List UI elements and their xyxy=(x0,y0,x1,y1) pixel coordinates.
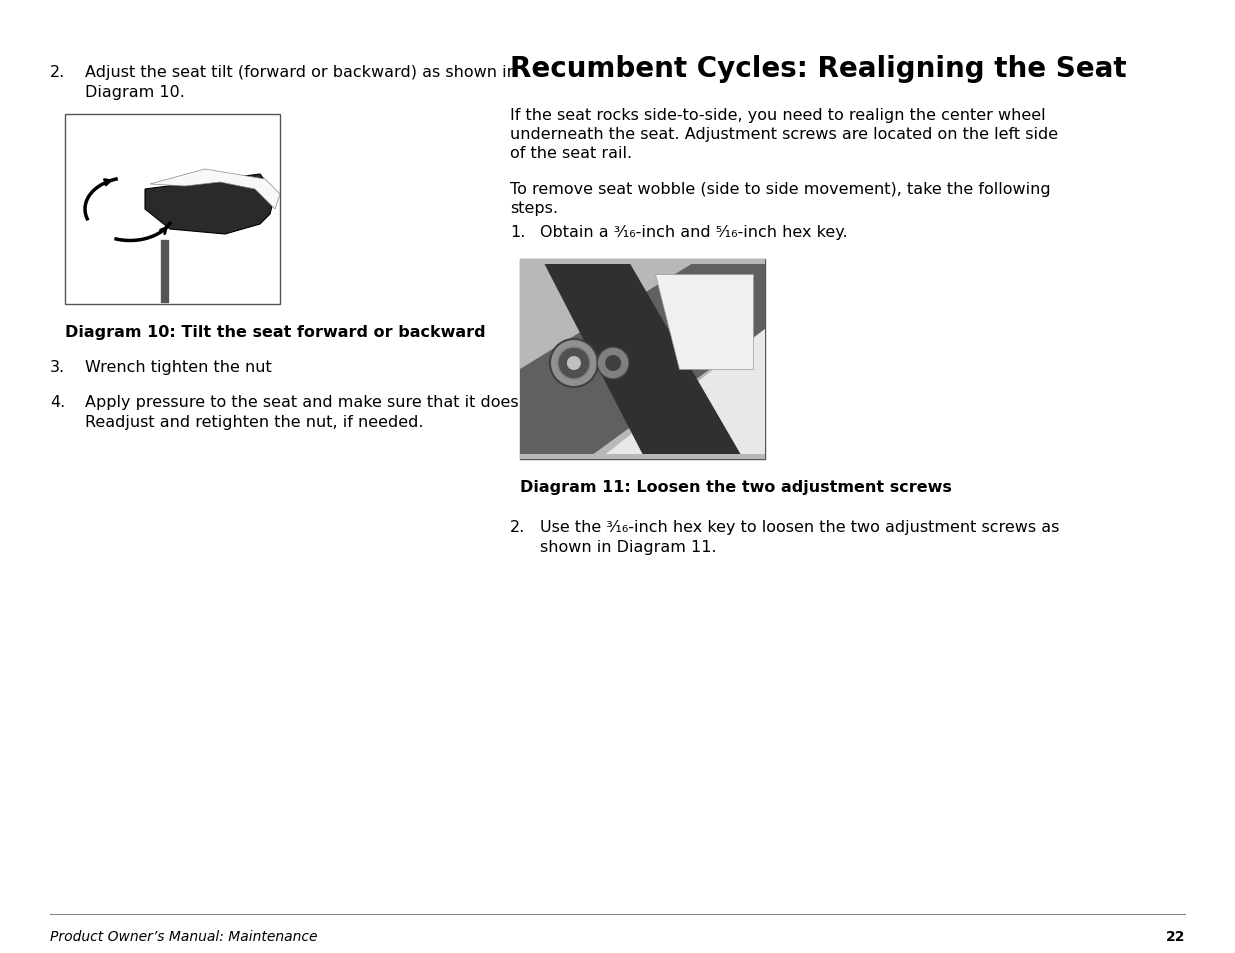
Circle shape xyxy=(550,339,598,388)
Polygon shape xyxy=(520,265,764,455)
Text: 2.: 2. xyxy=(49,65,65,80)
Bar xyxy=(65,115,280,305)
Polygon shape xyxy=(545,265,741,455)
Text: Recumbent Cycles: Realigning the Seat: Recumbent Cycles: Realigning the Seat xyxy=(510,55,1126,83)
Text: shown in Diagram 11.: shown in Diagram 11. xyxy=(540,539,716,555)
Text: Diagram 10: Tilt the seat forward or backward: Diagram 10: Tilt the seat forward or bac… xyxy=(65,325,485,339)
Text: 4.: 4. xyxy=(49,395,65,410)
Text: Apply pressure to the seat and make sure that it does not move.: Apply pressure to the seat and make sure… xyxy=(85,395,605,410)
Text: Diagram 10.: Diagram 10. xyxy=(85,85,185,100)
Circle shape xyxy=(605,355,621,372)
Polygon shape xyxy=(149,170,280,210)
Text: Product Owner’s Manual: Maintenance: Product Owner’s Manual: Maintenance xyxy=(49,929,317,943)
Polygon shape xyxy=(144,174,275,234)
Circle shape xyxy=(558,348,590,379)
Text: of the seat rail.: of the seat rail. xyxy=(510,146,632,161)
Text: If the seat rocks side-to-side, you need to realign the center wheel: If the seat rocks side-to-side, you need… xyxy=(510,108,1046,123)
Text: Use the ³⁄₁₆-inch hex key to loosen the two adjustment screws as: Use the ³⁄₁₆-inch hex key to loosen the … xyxy=(540,519,1060,535)
Polygon shape xyxy=(655,274,753,370)
Text: 22: 22 xyxy=(1166,929,1186,943)
Text: 2.: 2. xyxy=(510,519,525,535)
Text: To remove seat wobble (side to side movement), take the following: To remove seat wobble (side to side move… xyxy=(510,182,1051,196)
Text: Readjust and retighten the nut, if needed.: Readjust and retighten the nut, if neede… xyxy=(85,415,424,430)
Bar xyxy=(520,260,764,459)
Text: Obtain a ³⁄₁₆-inch and ⁵⁄₁₆-inch hex key.: Obtain a ³⁄₁₆-inch and ⁵⁄₁₆-inch hex key… xyxy=(540,225,847,240)
Text: underneath the seat. Adjustment screws are located on the left side: underneath the seat. Adjustment screws a… xyxy=(510,127,1058,142)
Text: Adjust the seat tilt (forward or backward) as shown in: Adjust the seat tilt (forward or backwar… xyxy=(85,65,517,80)
Text: 1.: 1. xyxy=(510,225,525,240)
Text: Diagram 11: Loosen the two adjustment screws: Diagram 11: Loosen the two adjustment sc… xyxy=(520,479,952,495)
Text: steps.: steps. xyxy=(510,201,558,215)
Bar xyxy=(520,260,764,459)
Circle shape xyxy=(567,356,580,371)
Text: Wrench tighten the nut: Wrench tighten the nut xyxy=(85,359,272,375)
Polygon shape xyxy=(605,330,764,455)
Text: 3.: 3. xyxy=(49,359,65,375)
Circle shape xyxy=(597,348,629,379)
